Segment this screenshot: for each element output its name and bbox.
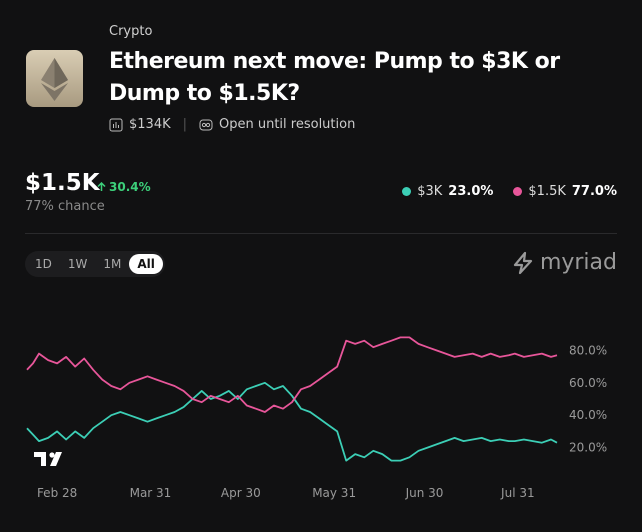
series-line <box>26 381 558 462</box>
status-icon <box>199 119 213 130</box>
tradingview-logo <box>34 452 62 466</box>
category: Crypto <box>109 24 153 39</box>
market-meta: $134K | Open until resolution <box>109 117 355 132</box>
range-button[interactable]: 1D <box>35 257 52 271</box>
legend: $3K 23.0% $1.5K 77.0% <box>402 184 617 199</box>
range-button[interactable]: 1W <box>67 257 88 271</box>
x-tick-label: May 31 <box>312 486 356 500</box>
market-title: Ethereum next move: Pump to $3K or Dump … <box>109 49 560 106</box>
separator: | <box>182 117 187 132</box>
legend-dot <box>402 187 412 196</box>
x-tick-label: Feb 28 <box>37 486 77 500</box>
up-arrow <box>97 182 106 191</box>
x-tick-label: Jun 30 <box>405 486 444 500</box>
legend-chance: 77.0% <box>571 184 617 199</box>
brand-icon <box>513 251 533 274</box>
y-tick-label: 60.0% <box>569 376 607 390</box>
change-value: 30.4% <box>109 180 151 194</box>
range-button[interactable]: All <box>129 254 163 274</box>
range-selector: 1D 1W 1M All <box>25 251 165 277</box>
status: Open until resolution <box>219 117 356 132</box>
brand: myriad <box>511 250 617 275</box>
legend-label: $1.5K <box>528 184 566 199</box>
legend-dot <box>513 187 523 196</box>
y-tick-label: 40.0% <box>569 408 607 422</box>
market-icon <box>26 50 83 107</box>
x-tick-label: Jul 31 <box>500 486 535 500</box>
change: 30.4% <box>97 180 151 194</box>
legend-item: $3K 23.0% <box>402 184 493 199</box>
brand-name: myriad <box>539 250 617 275</box>
y-tick-label: 20.0% <box>569 441 607 455</box>
volume: $134K <box>129 117 171 132</box>
divider <box>25 233 617 234</box>
legend-label: $3K <box>417 184 443 199</box>
legend-item: $1.5K 77.0% <box>513 184 617 199</box>
chance: 77% chance <box>25 199 105 214</box>
range-button[interactable]: 1M <box>103 257 122 271</box>
y-tick-label: 80.0% <box>569 343 607 357</box>
x-tick-label: Apr 30 <box>221 486 261 500</box>
leading-outcome: $1.5K <box>25 170 100 196</box>
volume-icon <box>109 118 123 131</box>
legend-chance: 23.0% <box>448 184 494 199</box>
series-line <box>26 336 558 413</box>
x-tick-label: Mar 31 <box>130 486 172 500</box>
